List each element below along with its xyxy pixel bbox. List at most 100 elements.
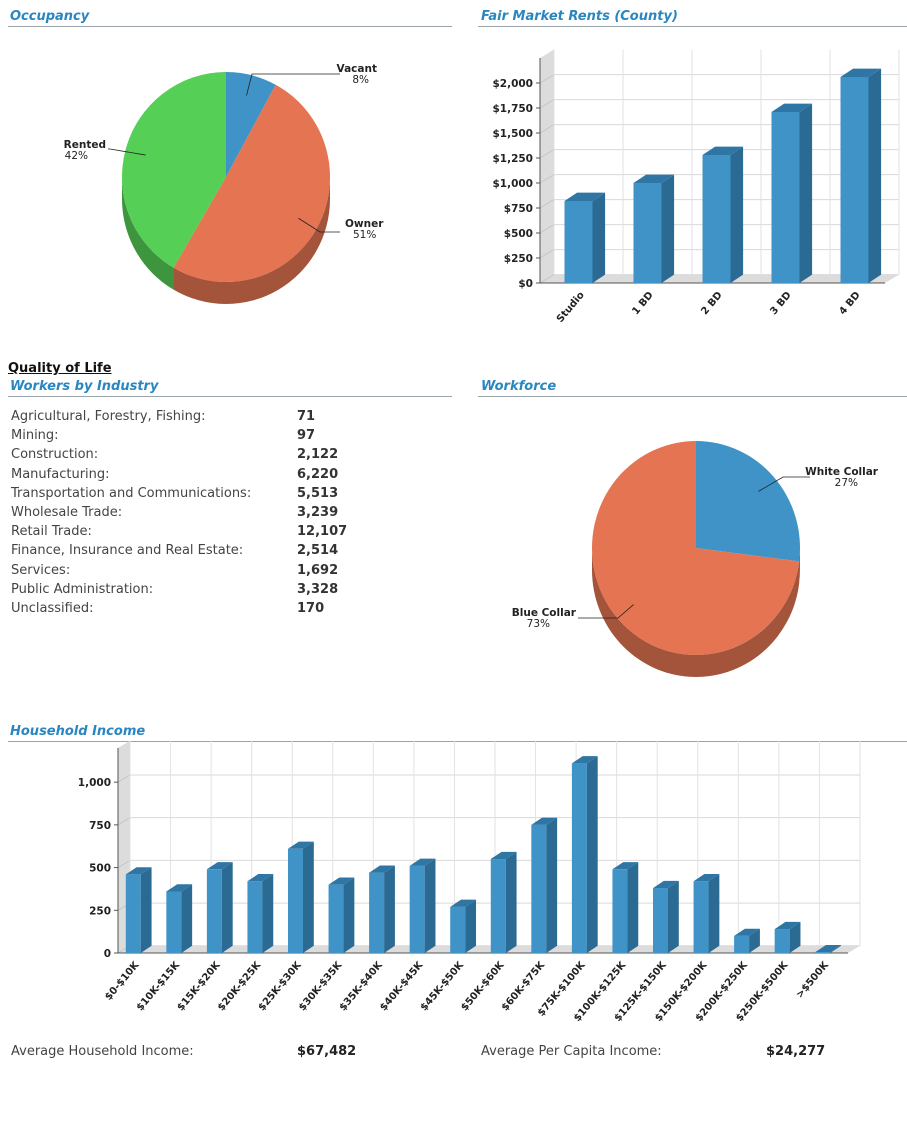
industry-value: 1,692 [297, 562, 339, 578]
bar-side [799, 103, 813, 283]
pie-slice-side [799, 548, 800, 584]
x-tick-label: 4 BD [837, 290, 862, 317]
industry-label: Transportation and Communications: [11, 485, 252, 501]
industry-label: Mining: [11, 428, 59, 444]
bar [166, 891, 182, 953]
industry-value: 12,107 [297, 524, 348, 540]
bar [125, 874, 141, 953]
y-tick-label: $1,250 [492, 153, 533, 165]
gridline-diagonal [539, 224, 555, 234]
bar-side [384, 865, 395, 953]
industry-label: Public Administration: [11, 581, 154, 597]
workforce-title: Workforce [481, 379, 557, 394]
occupancy-title: Occupancy [10, 9, 90, 24]
avg-per-capita-income-value: $24,277 [766, 1044, 826, 1059]
bar-top [328, 877, 355, 885]
industry-label: Retail Trade: [11, 524, 92, 540]
pie-percent-label: 42% [65, 150, 88, 162]
gridline-diagonal [117, 817, 131, 826]
bar-top [288, 841, 314, 849]
industry-label: Agricultural, Forestry, Fishing: [11, 409, 206, 424]
industry-label: Wholesale Trade: [11, 505, 123, 520]
bar-side [181, 884, 193, 953]
gridline-diagonal [539, 149, 555, 159]
bar-side [730, 146, 744, 283]
bar-side [708, 874, 720, 953]
bar-top [450, 899, 477, 907]
bar-top [693, 874, 720, 882]
bar-side [465, 899, 477, 953]
gridline-diagonal [539, 249, 555, 259]
y-tick-label: $0 [518, 278, 533, 290]
bar-top [702, 146, 744, 155]
bar-top [734, 928, 760, 936]
industry-label: Finance, Insurance and Real Estate: [11, 543, 244, 559]
bar-top [369, 865, 395, 873]
bar [288, 848, 303, 953]
leader-line [246, 73, 340, 96]
industry-label: Unclassified: [11, 601, 94, 616]
pie-slice [173, 84, 330, 282]
x-tick-label: 2 BD [699, 290, 724, 317]
bar-top [166, 884, 193, 892]
leader-line [108, 148, 146, 156]
gridline-diagonal [539, 99, 555, 109]
bar-side [424, 858, 436, 953]
bar-side [303, 841, 314, 953]
bar-side [221, 862, 233, 953]
pie-percent-label: 8% [352, 74, 369, 86]
industry-value: 5,513 [297, 485, 339, 501]
y-tick-label: 1,000 [78, 777, 111, 789]
bar-top [490, 851, 517, 860]
pie-slice [226, 72, 276, 177]
gridline-diagonal [117, 859, 131, 869]
leader-line [298, 217, 340, 233]
bar [734, 935, 750, 953]
y-tick-label: 250 [89, 905, 111, 917]
bar [571, 763, 587, 953]
bar [369, 872, 385, 953]
workers-divider [8, 396, 452, 397]
industry-value: 3,328 [297, 581, 339, 597]
bar [815, 952, 831, 953]
pie-label: Rented [64, 139, 106, 151]
industry-value: 71 [297, 409, 316, 424]
bar-top [571, 756, 598, 764]
industry-value: 2,514 [297, 543, 339, 559]
bar [840, 77, 869, 283]
bar-top [531, 817, 558, 825]
bar-side [789, 921, 801, 953]
leader-line [578, 604, 634, 619]
industry-label: Manufacturing: [11, 466, 110, 482]
y-tick-label: $1,500 [492, 128, 533, 140]
pie-percent-label: 27% [835, 477, 858, 489]
x-tick-label: 3 BD [768, 290, 793, 317]
bar [564, 201, 593, 283]
chart-side-wall [540, 49, 554, 283]
gridline-diagonal [539, 199, 555, 209]
x-tick-label: Studio [555, 290, 587, 325]
bar-top [409, 858, 436, 866]
pie-slice-side [592, 548, 800, 677]
x-tick-label: $0-$10K [103, 959, 142, 1003]
pie-label: Owner [345, 218, 384, 230]
bar-side [749, 928, 760, 953]
bar [247, 881, 263, 953]
bar-side [668, 880, 679, 953]
bar-top [771, 103, 813, 112]
bar-side [343, 877, 355, 953]
avg-household-income-label: Average Household Income: [11, 1044, 194, 1059]
pie-slice [121, 72, 226, 268]
pie-label: Blue Collar [512, 607, 577, 619]
industry-label: Construction: [11, 447, 99, 463]
y-tick-label: $500 [504, 228, 533, 240]
quality-of-life-heading: Quality of Life [8, 361, 112, 376]
bar [450, 906, 466, 953]
bar-top [774, 921, 801, 930]
pie-slice [696, 441, 800, 562]
bar-top [206, 862, 233, 870]
avg-per-capita-income-label: Average Per Capita Income: [481, 1044, 662, 1059]
pie-label: White Collar [805, 466, 879, 478]
income-divider [8, 741, 907, 742]
